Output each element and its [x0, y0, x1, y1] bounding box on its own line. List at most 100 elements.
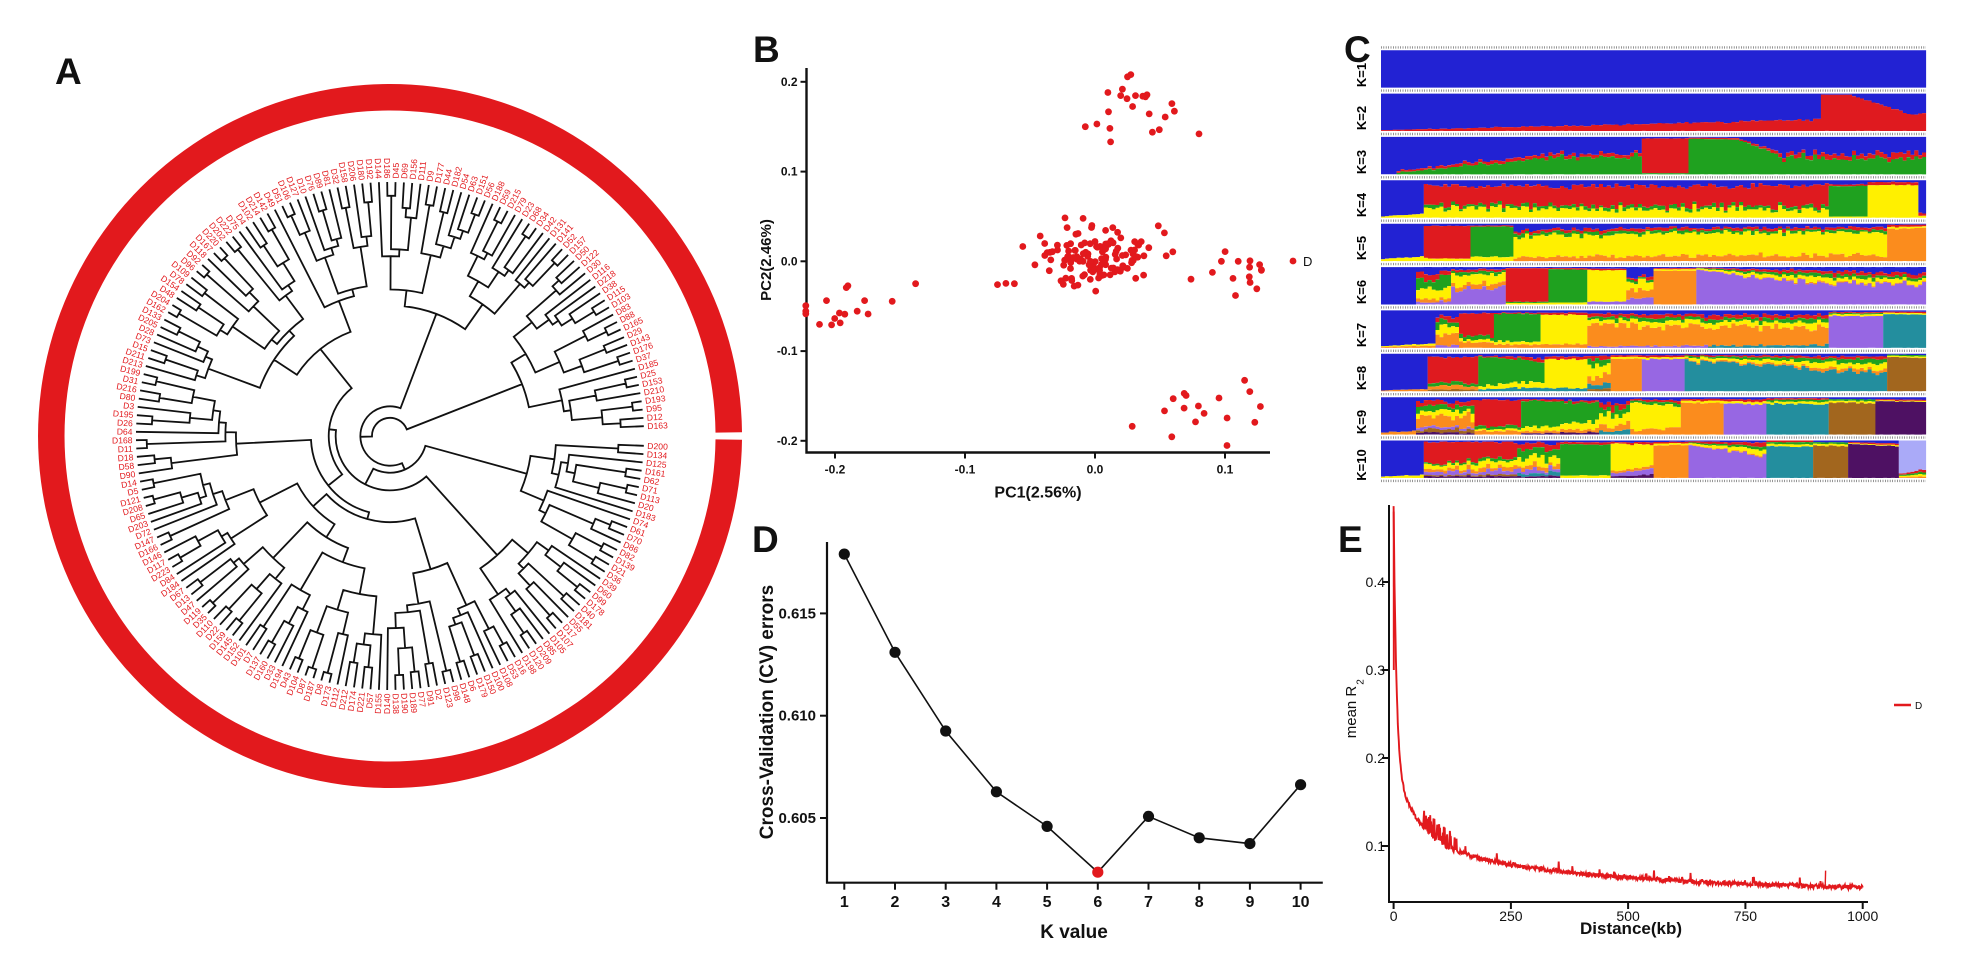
svg-text:D210: D210: [643, 384, 665, 397]
svg-text:D144: D144: [373, 158, 384, 179]
svg-text:D32: D32: [329, 168, 342, 186]
svg-text:-0.2: -0.2: [777, 434, 798, 448]
svg-text:D54: D54: [458, 172, 472, 190]
svg-text:K=5: K=5: [1354, 236, 1369, 260]
svg-text:D14: D14: [120, 477, 138, 490]
svg-text:D63: D63: [466, 175, 480, 193]
svg-text:D113: D113: [639, 491, 661, 505]
svg-text:B: B: [753, 29, 780, 70]
svg-text:D190: D190: [399, 693, 410, 714]
svg-text:0.615: 0.615: [778, 605, 816, 622]
svg-text:D153: D153: [641, 375, 663, 389]
svg-text:D: D: [752, 519, 779, 560]
svg-text:0.1: 0.1: [781, 165, 798, 179]
svg-text:mean R: mean R: [1343, 686, 1360, 739]
svg-text:D177: D177: [433, 162, 447, 184]
svg-text:E: E: [1338, 519, 1363, 560]
svg-text:0.2: 0.2: [781, 75, 798, 89]
svg-text:D81: D81: [320, 169, 334, 187]
svg-text:-0.1: -0.1: [777, 344, 798, 358]
svg-text:D31: D31: [122, 373, 140, 386]
svg-text:PC1(2.56%): PC1(2.56%): [994, 485, 1081, 502]
svg-text:D140: D140: [382, 693, 392, 714]
svg-text:D69: D69: [399, 163, 410, 180]
svg-text:D180: D180: [355, 159, 367, 181]
svg-text:D80: D80: [119, 391, 136, 403]
svg-text:D25: D25: [639, 367, 657, 380]
svg-text:D5: D5: [126, 486, 139, 498]
svg-text:C: C: [1344, 29, 1371, 70]
svg-text:0.4: 0.4: [1366, 574, 1386, 590]
svg-text:D89: D89: [311, 172, 325, 190]
svg-text:D6: D6: [466, 679, 479, 693]
svg-text:0.0: 0.0: [1087, 463, 1104, 477]
svg-text:D112: D112: [328, 687, 342, 709]
svg-text:D212: D212: [337, 689, 350, 711]
svg-text:D206: D206: [346, 160, 359, 182]
svg-text:D20: D20: [637, 499, 655, 513]
svg-text:D74: D74: [632, 516, 650, 531]
svg-text:K=4: K=4: [1354, 192, 1369, 217]
svg-text:500: 500: [1616, 908, 1640, 924]
svg-text:D45: D45: [391, 163, 401, 179]
svg-text:PC2(2.46%): PC2(2.46%): [758, 219, 775, 301]
svg-text:K=6: K=6: [1354, 280, 1369, 304]
svg-text:D95: D95: [646, 403, 663, 415]
svg-text:10: 10: [1292, 894, 1310, 911]
svg-text:D77: D77: [416, 691, 428, 708]
svg-text:D90: D90: [119, 469, 136, 481]
svg-text:D158: D158: [337, 161, 350, 183]
svg-text:D155: D155: [373, 693, 384, 714]
svg-text:D189: D189: [408, 692, 420, 714]
svg-text:D9: D9: [424, 170, 436, 183]
svg-text:K=2: K=2: [1354, 106, 1369, 130]
svg-text:1000: 1000: [1847, 908, 1878, 924]
svg-text:K value: K value: [1040, 922, 1108, 943]
svg-text:D161: D161: [644, 466, 666, 479]
svg-text:0.2: 0.2: [1366, 750, 1386, 766]
svg-text:D76: D76: [303, 174, 317, 192]
svg-text:D91: D91: [424, 690, 436, 707]
svg-text:1: 1: [840, 894, 849, 911]
svg-text:D174: D174: [346, 690, 359, 712]
svg-text:D186: D186: [382, 158, 392, 179]
svg-text:K=7: K=7: [1354, 323, 1369, 347]
svg-text:D64: D64: [117, 427, 133, 437]
svg-text:-0.2: -0.2: [825, 463, 846, 477]
svg-text:D3: D3: [123, 400, 135, 411]
svg-text:D2: D2: [433, 688, 445, 701]
svg-text:0.1: 0.1: [1217, 463, 1234, 477]
svg-text:4: 4: [992, 894, 1001, 911]
svg-text:3: 3: [941, 894, 950, 911]
svg-text:2: 2: [891, 894, 900, 911]
svg-text:0.3: 0.3: [1366, 662, 1386, 678]
svg-text:5: 5: [1043, 894, 1052, 911]
svg-text:250: 250: [1499, 908, 1523, 924]
svg-text:9: 9: [1245, 894, 1254, 911]
svg-text:D125: D125: [646, 458, 668, 470]
svg-text:D18: D18: [117, 452, 134, 463]
svg-text:8: 8: [1195, 894, 1204, 911]
svg-text:D58: D58: [118, 461, 135, 473]
svg-text:D65: D65: [128, 510, 146, 524]
svg-text:D37: D37: [634, 350, 652, 364]
svg-text:D138: D138: [391, 693, 401, 714]
svg-text:D200: D200: [647, 441, 668, 452]
svg-text:D163: D163: [647, 420, 668, 431]
svg-text:D123: D123: [441, 686, 455, 708]
svg-text:K=10: K=10: [1354, 449, 1369, 480]
svg-text:0.0: 0.0: [781, 254, 798, 268]
svg-text:Cross-Validation (CV) errors: Cross-Validation (CV) errors: [757, 585, 778, 839]
svg-text:0: 0: [1390, 908, 1398, 924]
svg-text:D: D: [1915, 701, 1922, 712]
svg-text:0.605: 0.605: [778, 810, 816, 827]
svg-text:K=1: K=1: [1354, 63, 1369, 87]
svg-text:D71: D71: [641, 483, 659, 496]
svg-text:0.610: 0.610: [778, 708, 816, 725]
svg-text:D62: D62: [643, 475, 660, 488]
svg-text:6: 6: [1093, 894, 1102, 911]
svg-text:D98: D98: [449, 684, 463, 702]
svg-text:K=9: K=9: [1354, 410, 1369, 434]
svg-text:D12: D12: [646, 412, 663, 423]
svg-text:K=8: K=8: [1354, 366, 1369, 390]
